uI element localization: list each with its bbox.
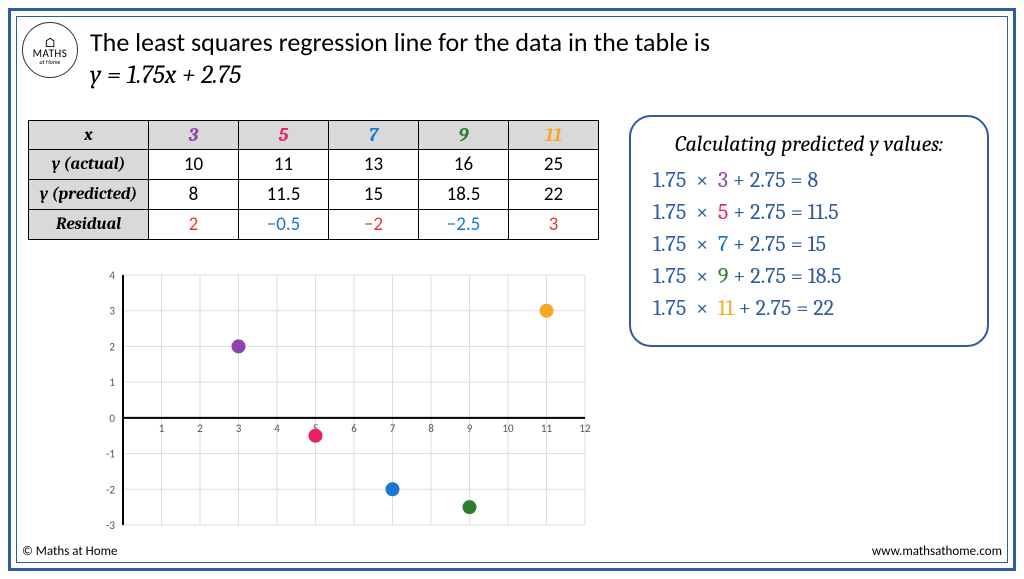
data-table: x 3 5 7 9 11 y (actual)1011131625y (pred…	[28, 120, 599, 240]
table-cell: 2	[149, 210, 239, 240]
table-cell: 18.5	[419, 180, 509, 210]
table-cell: −0.5	[239, 210, 329, 240]
row-label: y (predicted)	[29, 180, 149, 210]
x-val-3: 9	[419, 121, 509, 150]
calculation-box: Calculating predicted y values: 1.75 × 3…	[629, 115, 989, 347]
x-val-1: 5	[239, 121, 329, 150]
svg-text:-1: -1	[106, 448, 115, 461]
logo: ⌂ MATHS at Home	[22, 22, 78, 78]
svg-text:0: 0	[109, 412, 115, 425]
svg-text:11: 11	[541, 422, 553, 435]
svg-text:8: 8	[428, 422, 434, 435]
x-val-4: 11	[509, 121, 599, 150]
table-cell: −2.5	[419, 210, 509, 240]
table-cell: 15	[329, 180, 419, 210]
table-cell: 10	[149, 150, 239, 180]
svg-text:4: 4	[109, 269, 115, 282]
svg-text:2: 2	[197, 422, 203, 435]
table-header-row: x 3 5 7 9 11	[29, 121, 599, 150]
logo-line2: at Home	[40, 59, 61, 65]
svg-text:-3: -3	[106, 519, 115, 532]
table-cell: 3	[509, 210, 599, 240]
calc-line: 1.75 × 7 + 2.75 = 15	[653, 231, 965, 257]
header-x: x	[29, 121, 149, 150]
calc-line: 1.75 × 5 + 2.75 = 11.5	[653, 199, 965, 225]
row-label: y (actual)	[29, 150, 149, 180]
x-val-0: 3	[149, 121, 239, 150]
regression-equation: y = 1.75x + 2.75	[90, 60, 241, 90]
calc-line: 1.75 × 3 + 2.75 = 8	[653, 167, 965, 193]
calc-line: 1.75 × 9 + 2.75 = 18.5	[653, 263, 965, 289]
calc-line: 1.75 × 11 + 2.75 = 22	[653, 295, 965, 321]
x-val-2: 7	[329, 121, 419, 150]
svg-text:3: 3	[236, 422, 242, 435]
footer-copyright: © Maths at Home	[22, 544, 117, 559]
table-cell: −2	[329, 210, 419, 240]
table-cell: 11.5	[239, 180, 329, 210]
svg-text:-2: -2	[106, 483, 115, 496]
svg-text:10: 10	[502, 422, 514, 435]
svg-text:3: 3	[109, 305, 115, 318]
table-row: y (actual)1011131625	[29, 150, 599, 180]
table-cell: 16	[419, 150, 509, 180]
residual-scatter-chart: 123456789101112-3-2-101234	[95, 265, 595, 545]
table-cell: 13	[329, 150, 419, 180]
table-cell: 11	[239, 150, 329, 180]
logo-line1: MATHS	[33, 48, 68, 59]
table-row: y (predicted)811.51518.522	[29, 180, 599, 210]
svg-text:1: 1	[159, 422, 165, 435]
calc-header: Calculating predicted y values:	[653, 131, 965, 157]
table-cell: 25	[509, 150, 599, 180]
svg-text:2: 2	[109, 340, 115, 353]
svg-text:1: 1	[109, 376, 115, 389]
svg-text:4: 4	[274, 422, 280, 435]
svg-text:12: 12	[579, 422, 591, 435]
page-title: The least squares regression line for th…	[90, 26, 710, 58]
svg-text:9: 9	[467, 422, 473, 435]
table-cell: 22	[509, 180, 599, 210]
footer-url: www.mathsathome.com	[872, 544, 1002, 559]
table-cell: 8	[149, 180, 239, 210]
row-label: Residual	[29, 210, 149, 240]
svg-text:6: 6	[351, 422, 357, 435]
svg-text:7: 7	[390, 422, 396, 435]
table-row: Residual2−0.5−2−2.53	[29, 210, 599, 240]
